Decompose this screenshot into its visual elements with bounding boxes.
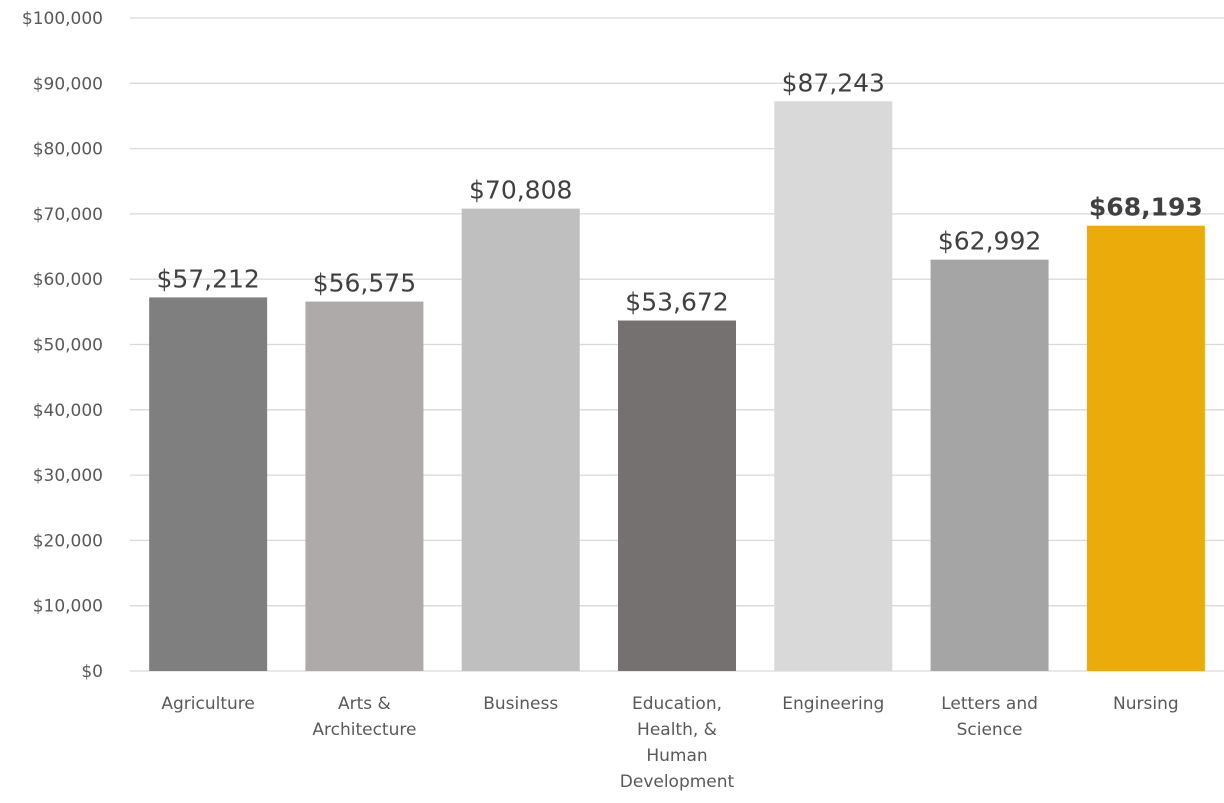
value-label: $56,575	[313, 269, 416, 298]
value-label: $53,672	[625, 288, 728, 317]
category-label: Development	[620, 772, 735, 792]
bar	[1086, 225, 1205, 671]
category-label: Engineering	[782, 694, 884, 714]
y-tick-label: $10,000	[33, 597, 103, 617]
y-axis-ticks: $0 $10,000 $20,000 $30,000 $40,000 $50,000 $60…	[22, 9, 103, 682]
category-label: Human	[646, 746, 707, 766]
category-label: Arts &	[338, 694, 391, 714]
y-tick-label: $30,000	[33, 466, 103, 486]
value-label: $57,212	[156, 264, 259, 293]
bar	[618, 320, 736, 671]
bar	[930, 259, 1049, 671]
bar	[305, 301, 424, 671]
y-tick-label: $80,000	[33, 140, 103, 160]
bar	[774, 101, 893, 671]
y-tick-label: $70,000	[33, 205, 103, 225]
bars	[149, 101, 1205, 671]
bar	[461, 208, 580, 671]
value-labels: $57,212 $56,575 $70,808 $53,672 $87,243 $62,9…	[156, 68, 1202, 316]
category-label: Letters and	[941, 694, 1038, 714]
value-label: $87,243	[782, 68, 885, 97]
category-label: Business	[483, 694, 558, 714]
category-label: Health, &	[637, 720, 717, 740]
bar	[149, 297, 268, 671]
y-tick-label: $100,000	[22, 9, 103, 29]
y-tick-label: $20,000	[33, 531, 103, 551]
value-label: $62,992	[938, 227, 1041, 256]
y-tick-label: $0	[81, 662, 103, 682]
y-tick-label: $40,000	[33, 401, 103, 421]
y-tick-label: $60,000	[33, 270, 103, 290]
value-label: $70,808	[469, 176, 572, 205]
category-label: Nursing	[1113, 694, 1179, 714]
category-label: Education,	[632, 694, 722, 714]
y-tick-label: $90,000	[33, 74, 103, 94]
category-label: Science	[957, 720, 1023, 740]
category-label: Agriculture	[161, 694, 255, 714]
category-labels: Agriculture Arts & Architecture Business Edu…	[161, 694, 1178, 792]
y-tick-label: $50,000	[33, 336, 103, 356]
value-label: $68,193	[1089, 193, 1203, 222]
category-label: Architecture	[312, 720, 416, 740]
